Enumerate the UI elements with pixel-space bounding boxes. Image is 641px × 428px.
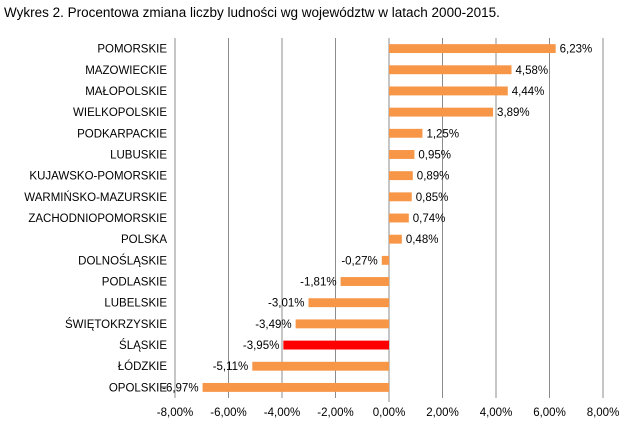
category-labels: POMORSKIE MAZOWIECKIE MAŁOPOLSKIE WIELKOPOL… bbox=[24, 44, 167, 395]
bar bbox=[340, 277, 389, 286]
x-tick-label: 4,00% bbox=[480, 407, 513, 419]
bar bbox=[308, 298, 389, 308]
x-tick-label: -2,00% bbox=[317, 407, 353, 419]
value-label: 4,58% bbox=[516, 65, 549, 77]
bar bbox=[381, 255, 389, 265]
bar bbox=[389, 86, 508, 96]
x-tick-label: 6,00% bbox=[533, 407, 566, 419]
category-label: POLSKA bbox=[121, 234, 167, 246]
x-tick-label: -8,00% bbox=[157, 407, 193, 419]
bar bbox=[389, 192, 412, 202]
value-label: 0,95% bbox=[418, 149, 451, 161]
bar bbox=[283, 340, 389, 350]
value-label: -5,11% bbox=[213, 361, 249, 373]
x-tick-label: -4,00% bbox=[264, 407, 300, 419]
chart-title: Wykres 2. Procentowa zmiana liczby ludno… bbox=[4, 5, 500, 20]
value-label: 1,25% bbox=[426, 128, 459, 140]
category-label: MAŁOPOLSKIE bbox=[85, 86, 167, 98]
value-label: 0,74% bbox=[413, 213, 446, 225]
category-label: ŁÓDZKIE bbox=[118, 360, 168, 373]
bar bbox=[389, 128, 423, 138]
bar bbox=[252, 361, 389, 371]
bar bbox=[389, 107, 494, 117]
category-label: DOLNOŚLĄSKIE bbox=[78, 254, 167, 267]
x-tick-label: -6,00% bbox=[210, 407, 246, 419]
x-tick-labels: -8,00% -6,00% -4,00% -2,00% 0,00% 2,00% 4,00% 6… bbox=[157, 407, 620, 419]
value-label: -3,95% bbox=[243, 340, 279, 352]
bar bbox=[389, 213, 409, 223]
category-label: KUJAWSKO-POMORSKIE bbox=[29, 171, 167, 183]
x-tick-label: 0,00% bbox=[373, 407, 406, 419]
category-label: ZACHODNIOPOMORSKIE bbox=[28, 213, 167, 225]
bars bbox=[202, 44, 556, 392]
bar bbox=[202, 382, 389, 392]
category-label: ŚWIĘTOKRZYSKIE bbox=[65, 318, 167, 331]
category-label: MAZOWIECKIE bbox=[85, 65, 167, 77]
category-label: OPOLSKIE bbox=[109, 382, 167, 394]
category-label: WIELKOPOLSKIE bbox=[73, 107, 167, 119]
value-label: -3,01% bbox=[268, 298, 304, 310]
bar bbox=[389, 171, 413, 181]
bar bbox=[389, 65, 512, 75]
category-label: POMORSKIE bbox=[97, 44, 167, 56]
value-label: 6,23% bbox=[560, 44, 593, 56]
value-label: 0,48% bbox=[406, 234, 439, 246]
category-label: LUBUSKIE bbox=[110, 149, 167, 161]
value-label: 4,44% bbox=[512, 86, 545, 98]
x-tick-label: 2,00% bbox=[426, 407, 459, 419]
category-label: ŚLĄSKIE bbox=[119, 339, 167, 352]
value-labels: 6,23% 4,58% 4,44% 3,89% 1,25% 0,95% 0,89% 0,85%… bbox=[162, 44, 592, 395]
category-label: PODKARPACKIE bbox=[77, 128, 167, 140]
bar bbox=[389, 234, 402, 244]
value-label: -6,97% bbox=[162, 382, 198, 394]
value-label: -1,81% bbox=[300, 277, 336, 289]
value-label: -3,49% bbox=[255, 319, 291, 331]
bar bbox=[295, 319, 389, 329]
category-label: PODLASKIE bbox=[102, 277, 168, 289]
value-label: 0,89% bbox=[417, 171, 450, 183]
value-label: 0,85% bbox=[416, 192, 449, 204]
x-tick-label: 8,00% bbox=[587, 407, 620, 419]
category-label: WARMIŃSKO-MAZURSKIE bbox=[24, 191, 167, 204]
bar bbox=[389, 150, 415, 159]
value-label: 3,89% bbox=[497, 107, 530, 119]
category-label: LUBELSKIE bbox=[104, 298, 167, 310]
bar bbox=[389, 44, 556, 54]
value-label: -0,27% bbox=[341, 255, 377, 267]
